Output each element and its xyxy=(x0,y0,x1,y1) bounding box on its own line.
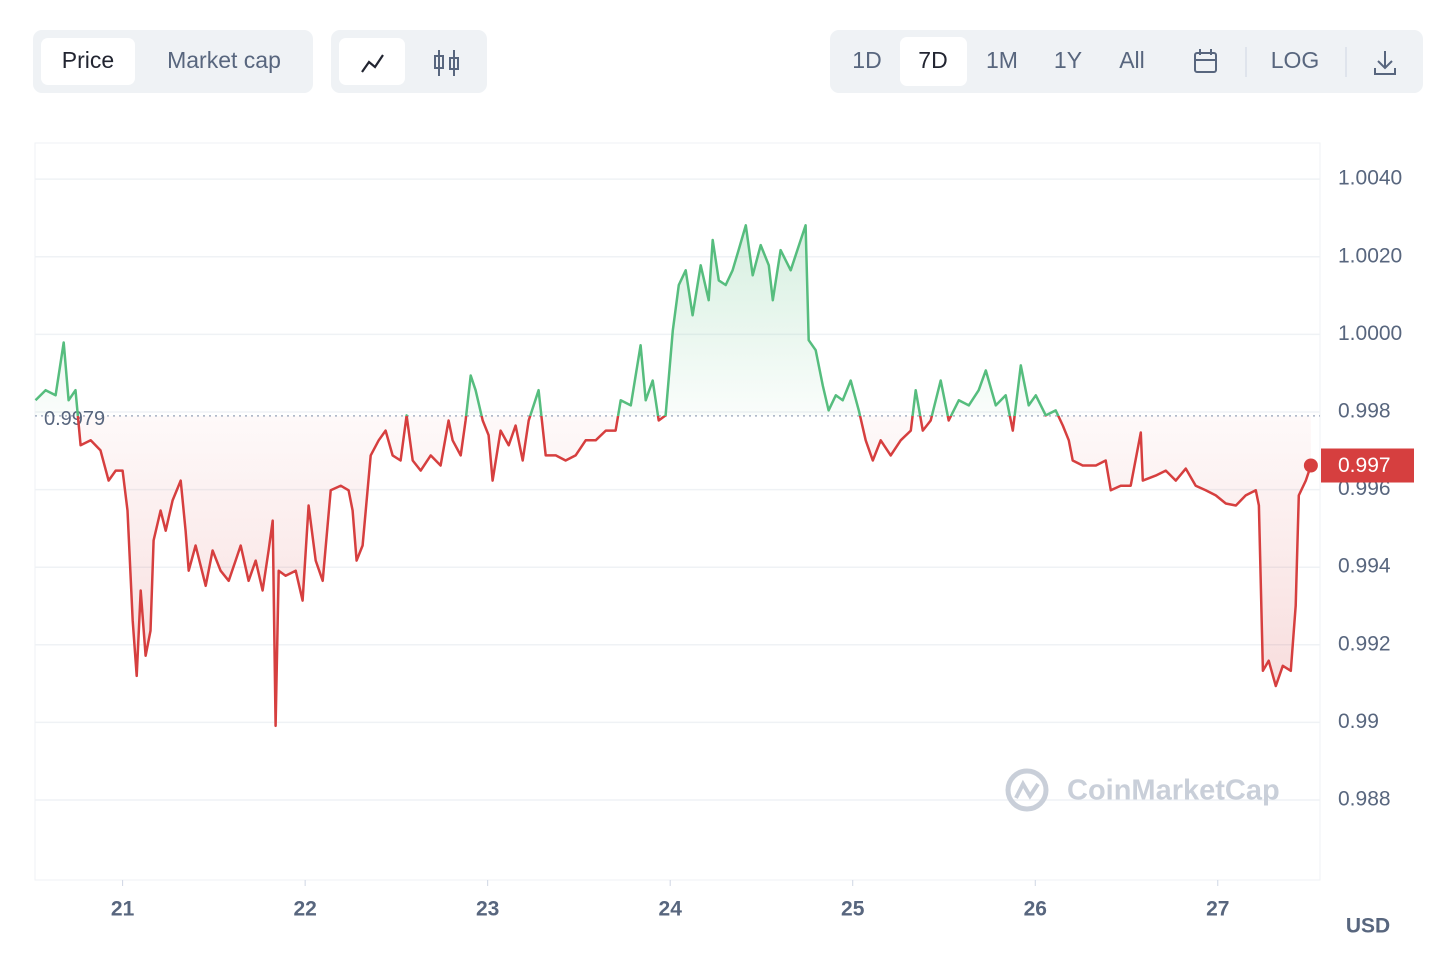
x-tick-label: 22 xyxy=(293,898,316,921)
y-tick-label: 0.99 xyxy=(1338,710,1379,733)
calendar-button[interactable] xyxy=(1194,49,1217,73)
range-toolbar xyxy=(830,30,1423,93)
area-fill xyxy=(35,225,1311,726)
range-button[interactable]: All xyxy=(1119,47,1145,73)
y-tick-label: 1.0040 xyxy=(1338,167,1402,190)
range-button[interactable]: 7D xyxy=(918,47,947,73)
y-tick-label: 0.994 xyxy=(1338,555,1391,578)
x-tick-label: 24 xyxy=(659,898,683,921)
plot-frame xyxy=(34,142,1321,881)
y-tick-label: 0.988 xyxy=(1338,788,1391,811)
active-tab xyxy=(41,38,135,85)
line-icon xyxy=(361,54,384,73)
y-tick-label: 0.992 xyxy=(1338,632,1391,655)
candle-chart-button[interactable] xyxy=(434,50,459,76)
log-button[interactable]: LOG xyxy=(1271,47,1320,73)
currency-label: USD xyxy=(1346,915,1390,938)
baseline-label: 0.9979 xyxy=(44,408,105,430)
price-line xyxy=(34,224,1313,728)
last-price-dot xyxy=(1303,458,1318,473)
last-price-label: 0.997 xyxy=(1338,454,1391,477)
watermark-text: CoinMarketCap xyxy=(1067,775,1280,807)
active-range xyxy=(900,37,967,86)
market-cap-tab[interactable]: Market cap xyxy=(167,47,281,73)
x-tick-label: 26 xyxy=(1024,898,1047,921)
x-tick-label: 23 xyxy=(476,898,499,921)
x-tick-label: 25 xyxy=(841,898,865,921)
line-chart-button[interactable] xyxy=(339,38,405,85)
range-button[interactable]: 1Y xyxy=(1054,47,1082,73)
last-price-badge xyxy=(1321,448,1414,483)
price-tab[interactable]: Price xyxy=(62,47,114,73)
x-tick-label: 27 xyxy=(1206,898,1229,921)
download-button[interactable] xyxy=(1374,51,1396,75)
y-tick-label: 0.996 xyxy=(1338,477,1391,500)
range-button[interactable]: 1D xyxy=(852,47,881,73)
y-tick-label: 1.0020 xyxy=(1338,244,1402,267)
watermark xyxy=(1005,768,1049,812)
range-button[interactable]: 1M xyxy=(986,47,1018,73)
y-tick-label: 1.0000 xyxy=(1338,322,1402,345)
y-tick-label: 0.998 xyxy=(1338,399,1391,422)
x-tick-label: 21 xyxy=(111,898,135,921)
